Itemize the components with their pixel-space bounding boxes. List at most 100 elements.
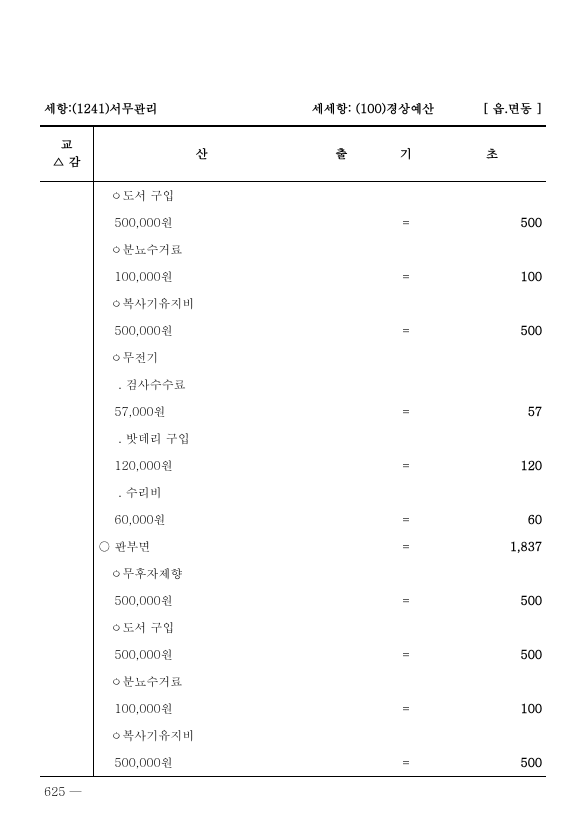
cell-value <box>438 722 546 749</box>
cell-eq: = <box>374 533 439 560</box>
cell-col1 <box>40 181 94 209</box>
cell-desc: 500,000원 <box>94 317 309 344</box>
cell-col3 <box>309 317 374 344</box>
cell-col1 <box>40 587 94 614</box>
cell-col3 <box>309 560 374 587</box>
cell-col1 <box>40 425 94 452</box>
cell-col3 <box>309 506 374 533</box>
cell-eq: = <box>374 749 439 777</box>
cell-desc: ㅇ무전기 <box>94 344 309 371</box>
cell-desc: . 검사수수료 <box>94 371 309 398</box>
cell-col1 <box>40 452 94 479</box>
header-right: [ 읍.면동 ] <box>483 100 543 117</box>
cell-desc: ㅇ도서 구입 <box>94 181 309 209</box>
cell-value <box>438 560 546 587</box>
table-row: ㅇ복사기유지비 <box>40 290 546 317</box>
table-row: 100,000원=100 <box>40 263 546 290</box>
table-row: ○ 판부면 =1,837 <box>40 533 546 560</box>
table-row: ㅇ무후자제향 <box>40 560 546 587</box>
table-row: 60,000원 =60 <box>40 506 546 533</box>
cell-desc: 100,000원 <box>94 695 309 722</box>
cell-col1 <box>40 479 94 506</box>
cell-desc: ㅇ도서 구입 <box>94 614 309 641</box>
cell-col1 <box>40 560 94 587</box>
cell-desc: 57,000원 <box>94 398 309 425</box>
th-col1-line2: △ 감 <box>53 153 81 170</box>
cell-desc: ㅇ복사기유지비 <box>94 290 309 317</box>
cell-value: 60 <box>438 506 546 533</box>
cell-desc: 60,000원 <box>94 506 309 533</box>
table-row: ㅇ도서 구입 <box>40 614 546 641</box>
cell-col3 <box>309 236 374 263</box>
cell-col3 <box>309 290 374 317</box>
cell-col1 <box>40 290 94 317</box>
budget-table: 교 △ 감 산 출 기 초 ㅇ도서 구입 500,000원=500 ㅇ분뇨수거료… <box>40 125 546 777</box>
cell-eq <box>374 425 439 452</box>
header-left: 세항:(1241)서무관리 <box>44 100 263 117</box>
cell-col3 <box>309 263 374 290</box>
cell-col1 <box>40 641 94 668</box>
cell-value: 100 <box>438 695 546 722</box>
cell-eq <box>374 614 439 641</box>
cell-desc: . 밧데리 구입 <box>94 425 309 452</box>
cell-desc: ○ 판부면 <box>94 533 309 560</box>
cell-desc: 500,000원 <box>94 749 309 777</box>
cell-col1 <box>40 344 94 371</box>
cell-desc: ㅇ분뇨수거료 <box>94 236 309 263</box>
cell-eq: = <box>374 398 439 425</box>
cell-value: 500 <box>438 749 546 777</box>
cell-eq: = <box>374 587 439 614</box>
cell-col1 <box>40 614 94 641</box>
cell-col1 <box>40 695 94 722</box>
table-row: 500,000원 =500 <box>40 749 546 777</box>
cell-value <box>438 236 546 263</box>
table-row: ㅇ도서 구입 <box>40 181 546 209</box>
cell-eq: = <box>374 695 439 722</box>
cell-col3 <box>309 209 374 236</box>
th-col2: 산 <box>94 126 309 181</box>
cell-desc: 500,000원 <box>94 587 309 614</box>
cell-col3 <box>309 641 374 668</box>
cell-desc: 500,000원 <box>94 209 309 236</box>
cell-eq: = <box>374 263 439 290</box>
cell-col1 <box>40 398 94 425</box>
cell-desc: . 수리비 <box>94 479 309 506</box>
th-col1: 교 △ 감 <box>40 126 94 181</box>
cell-value <box>438 614 546 641</box>
cell-col3 <box>309 452 374 479</box>
table-row: 57,000원=57 <box>40 398 546 425</box>
cell-eq <box>374 722 439 749</box>
cell-col1 <box>40 236 94 263</box>
cell-col3 <box>309 614 374 641</box>
table-row: . 검사수수료 <box>40 371 546 398</box>
cell-col3 <box>309 668 374 695</box>
table-row: 120,000원=120 <box>40 452 546 479</box>
table-row: 500,000원=500 <box>40 587 546 614</box>
cell-eq: = <box>374 317 439 344</box>
cell-eq <box>374 344 439 371</box>
cell-desc: ㅇ분뇨수거료 <box>94 668 309 695</box>
cell-value: 500 <box>438 641 546 668</box>
cell-eq: = <box>374 506 439 533</box>
cell-col1 <box>40 668 94 695</box>
table-row: ㅇ무전기 <box>40 344 546 371</box>
cell-desc: 120,000원 <box>94 452 309 479</box>
table-row: . 밧데리 구입 <box>40 425 546 452</box>
cell-value: 120 <box>438 452 546 479</box>
th-col3: 출 <box>309 126 374 181</box>
cell-col1 <box>40 263 94 290</box>
cell-col3 <box>309 533 374 560</box>
th-col1-line1: 교 <box>61 136 73 153</box>
cell-col1 <box>40 209 94 236</box>
table-row: 500,000원=500 <box>40 641 546 668</box>
cell-value <box>438 371 546 398</box>
cell-col1 <box>40 722 94 749</box>
cell-col1 <box>40 317 94 344</box>
cell-value: 1,837 <box>438 533 546 560</box>
header-line: 세항:(1241)서무관리 세세항: (100)경상예산 [ 읍.면동 ] <box>40 100 546 117</box>
cell-col3 <box>309 749 374 777</box>
cell-eq <box>374 371 439 398</box>
cell-col3 <box>309 479 374 506</box>
table-row: ㅇ복사기유지비 <box>40 722 546 749</box>
cell-col1 <box>40 749 94 777</box>
